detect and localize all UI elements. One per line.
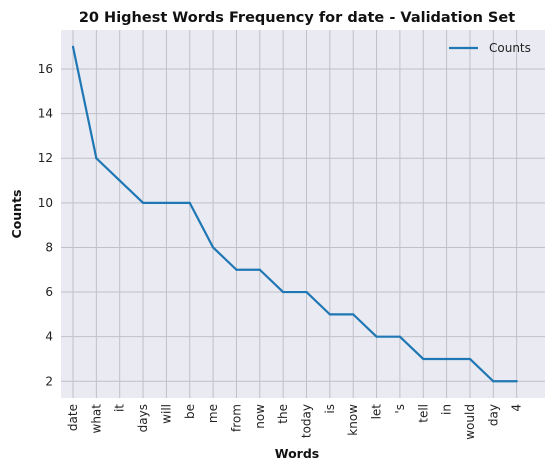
y-tick-label: 10 [38, 196, 53, 210]
x-tick-labels: date what it days will be me from now the today is k… [66, 404, 524, 440]
x-tick-label: 4 [510, 404, 524, 412]
data-point-17 [468, 357, 472, 361]
y-tick-label: 4 [45, 330, 53, 344]
x-tick-label: day [486, 404, 500, 426]
x-tick-label: what [89, 404, 103, 434]
data-point-1 [95, 157, 98, 160]
data-point-7 [235, 268, 238, 271]
legend-label-counts: Counts [489, 41, 531, 55]
data-point-13 [375, 335, 378, 338]
x-tick-label: the [276, 404, 290, 424]
x-tick-label: know [346, 404, 360, 436]
x-tick-label: tell [416, 404, 430, 423]
series-line-counts [71, 46, 517, 383]
chart-title: 20 Highest Words Frequency for date - Va… [79, 10, 515, 26]
x-tick-label: from [229, 404, 243, 432]
y-tick-label: 8 [45, 240, 53, 254]
data-point-2 [118, 179, 121, 182]
data-point-3 [141, 201, 145, 204]
x-tick-label: in [440, 404, 454, 415]
data-point-12 [352, 313, 355, 316]
x-tick-label: it [113, 404, 127, 412]
data-point-8 [258, 268, 261, 271]
data-point-6 [212, 246, 215, 249]
data-point-4 [165, 201, 168, 204]
x-axis-label: Words [275, 446, 319, 461]
y-tick-label: 16 [38, 62, 53, 76]
data-point-18 [492, 380, 495, 383]
y-tick-label: 14 [38, 107, 53, 121]
data-point-16 [445, 357, 448, 361]
data-point-19 [515, 380, 518, 383]
plot-background [61, 30, 545, 398]
x-tick-label: would [463, 404, 477, 440]
x-tick-label: is [323, 404, 337, 414]
data-point-14 [398, 335, 401, 338]
legend: Counts [449, 41, 531, 55]
x-tick-label: be [183, 404, 197, 419]
data-point-10 [305, 290, 308, 294]
x-tick-label: today [300, 404, 314, 438]
y-tick-label: 12 [38, 151, 53, 165]
data-point-11 [328, 313, 331, 316]
data-point-9 [282, 290, 285, 294]
y-tick-label: 2 [45, 374, 53, 388]
y-tick-label: 6 [45, 285, 53, 299]
data-points [71, 45, 518, 383]
data-point-15 [422, 357, 425, 361]
x-tick-label: now [253, 404, 267, 429]
x-tick-label: me [206, 404, 220, 423]
y-tick-labels: 2 4 6 8 10 12 14 16 [38, 62, 53, 388]
x-tick-label: date [66, 404, 80, 431]
x-tick-label: days [136, 404, 150, 432]
x-tick-label: let [370, 404, 384, 420]
y-axis-label: Counts [9, 190, 24, 239]
x-tick-label: will [159, 404, 173, 424]
data-point-0 [71, 45, 75, 48]
x-tick-label: 's [393, 404, 407, 414]
y-gridlines [61, 68, 545, 382]
data-point-5 [188, 201, 191, 204]
